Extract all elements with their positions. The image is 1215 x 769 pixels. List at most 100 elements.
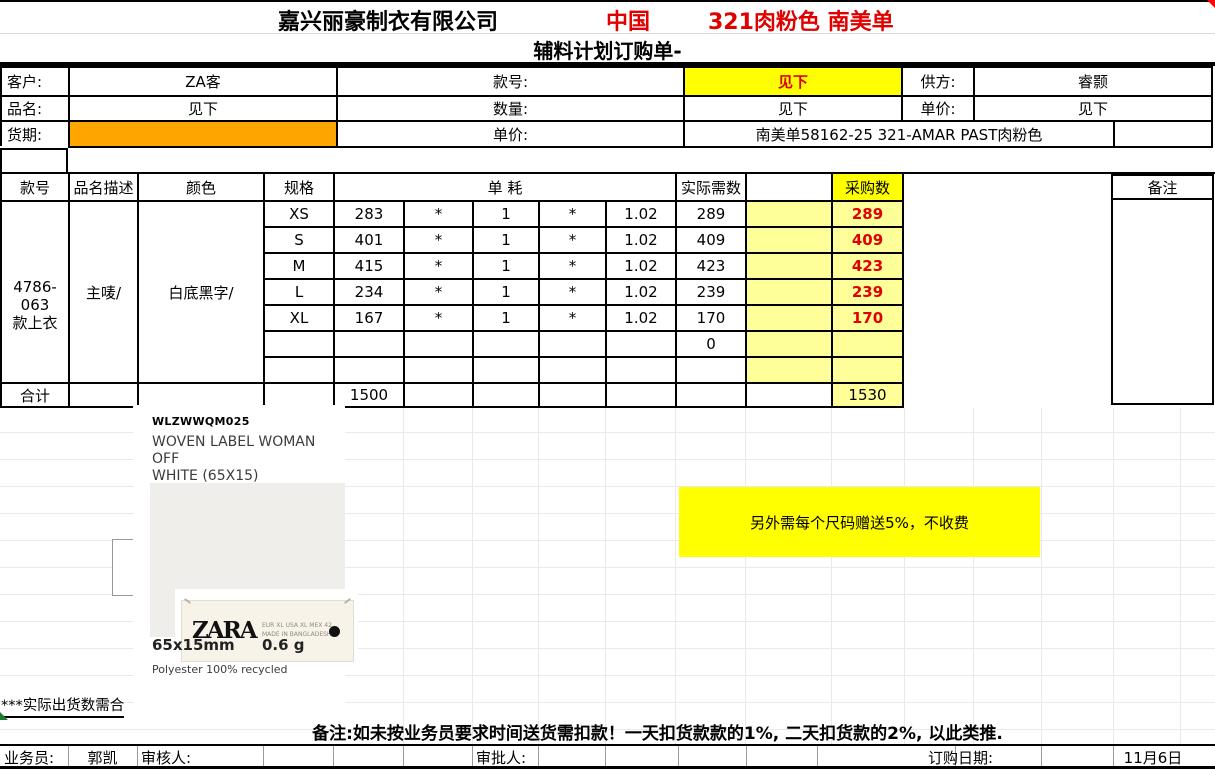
order-date-value[interactable]: 11月6日 xyxy=(1123,749,1183,767)
cell-empty[interactable] xyxy=(831,356,904,382)
cell-base[interactable]: 234 xyxy=(333,278,403,304)
cell-need[interactable]: 423 xyxy=(675,252,745,278)
cell-empty[interactable] xyxy=(605,382,675,408)
approver-label[interactable]: 审批人: xyxy=(476,749,527,767)
cell-supplier-label[interactable]: 供方: xyxy=(901,66,973,95)
cell-empty[interactable] xyxy=(745,200,831,226)
cell-mul[interactable]: * xyxy=(403,200,472,226)
cell-empty[interactable] xyxy=(745,330,831,356)
cell-empty[interactable] xyxy=(675,382,745,408)
cell-factor[interactable]: 1.02 xyxy=(605,200,675,226)
cell-empty[interactable] xyxy=(675,356,745,382)
cell-empty[interactable] xyxy=(745,226,831,252)
cell-empty[interactable] xyxy=(0,148,68,172)
col-header-remark[interactable]: 备注 xyxy=(1113,176,1212,200)
cell-buy[interactable]: 289 xyxy=(831,200,904,226)
cell-customer-label[interactable]: 客户: xyxy=(0,66,68,95)
cell-empty[interactable] xyxy=(538,382,605,408)
cell-size[interactable]: M xyxy=(263,252,333,278)
cell-need[interactable]: 170 xyxy=(675,304,745,330)
cell-total-label[interactable]: 合计 xyxy=(0,382,68,408)
cell-buy[interactable]: 409 xyxy=(831,226,904,252)
cell-empty[interactable] xyxy=(68,382,137,408)
cell-empty[interactable] xyxy=(472,356,538,382)
cell-mul[interactable]: * xyxy=(538,304,605,330)
cell-name-value[interactable]: 见下 xyxy=(68,95,336,120)
cell-empty[interactable] xyxy=(1113,120,1213,148)
cell-supplier-value[interactable]: 睿颢 xyxy=(973,66,1213,95)
col-header-spec[interactable]: 规格 xyxy=(263,174,333,200)
cell-empty[interactable] xyxy=(137,382,263,408)
cell-empty[interactable] xyxy=(263,356,333,382)
cell-customer-value[interactable]: ZA客 xyxy=(68,66,336,95)
cell-mul[interactable]: * xyxy=(538,200,605,226)
cell-unit[interactable]: 1 xyxy=(472,304,538,330)
cell-unitprice-label[interactable]: 单价: xyxy=(336,120,683,148)
salesman-value[interactable]: 郭凯 xyxy=(87,749,118,767)
cell-price-label[interactable]: 单价: xyxy=(901,95,973,120)
cell-empty[interactable] xyxy=(333,356,403,382)
cell-size[interactable]: XL xyxy=(263,304,333,330)
cell-style-no[interactable]: 4786-063 款上衣 xyxy=(0,200,68,408)
cell-empty[interactable] xyxy=(605,356,675,382)
cell-size[interactable]: S xyxy=(263,226,333,252)
cell-buy[interactable]: 423 xyxy=(831,252,904,278)
cell-unit[interactable]: 1 xyxy=(472,278,538,304)
cell-empty[interactable] xyxy=(333,330,403,356)
cell-size[interactable]: XS xyxy=(263,200,333,226)
cell-empty[interactable] xyxy=(745,382,831,408)
bonus-note-cell[interactable]: 另外需每个尺码赠送5%，不收费 xyxy=(679,487,1040,557)
cell-buy[interactable]: 239 xyxy=(831,278,904,304)
cell-empty[interactable] xyxy=(538,330,605,356)
cell-factor[interactable]: 1.02 xyxy=(605,226,675,252)
col-header-buy[interactable]: 采购数 xyxy=(831,174,904,200)
cell-unit[interactable]: 1 xyxy=(472,226,538,252)
cell-base[interactable]: 415 xyxy=(333,252,403,278)
col-header-blank[interactable] xyxy=(745,174,831,200)
col-header-color[interactable]: 颜色 xyxy=(137,174,263,200)
cell-empty[interactable] xyxy=(472,330,538,356)
cell-empty[interactable] xyxy=(745,304,831,330)
cell-empty[interactable] xyxy=(745,356,831,382)
cell-mul[interactable]: * xyxy=(403,252,472,278)
cell-need[interactable]: 239 xyxy=(675,278,745,304)
col-header-consumption[interactable]: 单 耗 xyxy=(333,174,675,200)
cell-empty[interactable] xyxy=(538,356,605,382)
remarks-column[interactable]: 备注 xyxy=(1111,174,1214,405)
cell-order-info[interactable]: 南美单58162-25 321-AMAR PAST肉粉色 xyxy=(683,120,1113,148)
cell-unit[interactable]: 1 xyxy=(472,252,538,278)
cell-factor[interactable]: 1.02 xyxy=(605,252,675,278)
cell-style-label[interactable]: 款号: xyxy=(336,66,683,95)
cell-empty[interactable] xyxy=(403,330,472,356)
cell-empty[interactable] xyxy=(472,382,538,408)
cell-qty-label[interactable]: 数量: xyxy=(336,95,683,120)
cell-mul[interactable]: * xyxy=(403,304,472,330)
cell-delivery-label[interactable]: 货期: xyxy=(0,120,68,146)
cell-size[interactable]: L xyxy=(263,278,333,304)
cell-price-value[interactable]: 见下 xyxy=(973,95,1213,120)
cell-empty[interactable] xyxy=(605,330,675,356)
cell-need[interactable]: 289 xyxy=(675,200,745,226)
cell-empty[interactable] xyxy=(403,382,472,408)
cell-item-desc[interactable]: 主唛/ xyxy=(68,200,137,382)
salesman-label[interactable]: 业务员: xyxy=(4,749,55,767)
cell-empty[interactable] xyxy=(403,356,472,382)
col-header-desc[interactable]: 品名描述 xyxy=(68,174,137,200)
cell-empty[interactable] xyxy=(745,252,831,278)
cell-qty-value[interactable]: 见下 xyxy=(683,95,901,120)
cell-base[interactable]: 283 xyxy=(333,200,403,226)
cell-name-label[interactable]: 品名: xyxy=(0,95,68,120)
cell-style-value[interactable]: 见下 xyxy=(683,66,901,95)
cell-unit[interactable]: 1 xyxy=(472,200,538,226)
cell-need-zero[interactable]: 0 xyxy=(675,330,745,356)
cell-mul[interactable]: * xyxy=(538,252,605,278)
cell-total-qty[interactable]: 1500 xyxy=(333,382,403,408)
cell-empty[interactable] xyxy=(831,330,904,356)
cell-buy[interactable]: 170 xyxy=(831,304,904,330)
cell-mul[interactable]: * xyxy=(403,226,472,252)
cell-total-buy[interactable]: 1530 xyxy=(831,382,904,408)
cell-delivery-value[interactable] xyxy=(68,120,336,148)
cell-mul[interactable]: * xyxy=(538,226,605,252)
cell-factor[interactable]: 1.02 xyxy=(605,304,675,330)
cell-item-color[interactable]: 白底黑字/ xyxy=(137,200,263,382)
